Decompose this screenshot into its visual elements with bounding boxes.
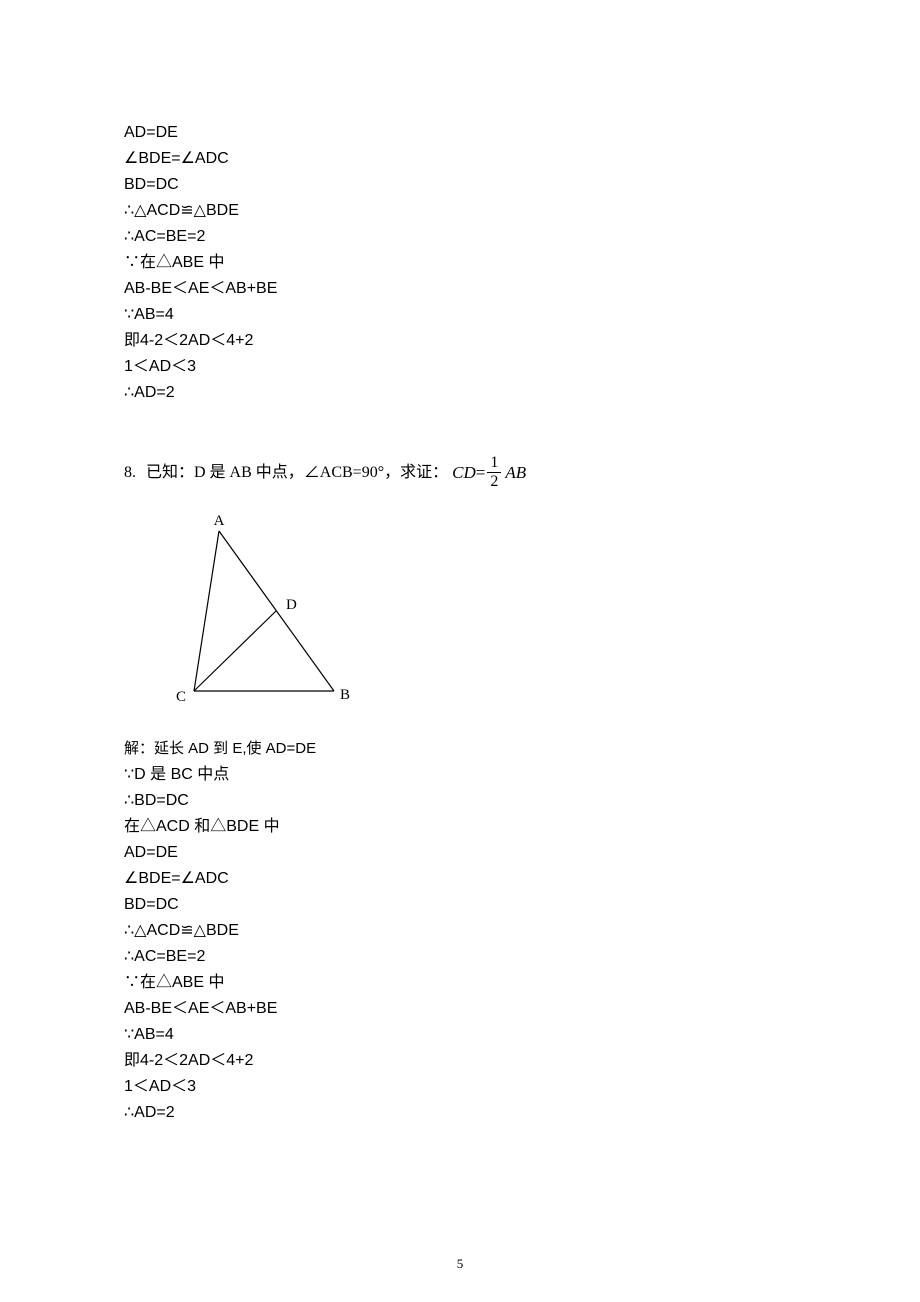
proof-line: AB-BE＜AE＜AB+BE [124, 276, 800, 302]
edge-cd [194, 611, 276, 691]
proof-block-1: AD=DE ∠BDE=∠ADC BD=DC ∴△ACD≌△BDE ∴AC=BE=… [124, 120, 800, 406]
label-c: C [176, 689, 186, 705]
problem-number: 8. [124, 459, 136, 487]
proof-line: AB-BE＜AE＜AB+BE [124, 996, 800, 1022]
proof-line: ∴AD=2 [124, 1100, 800, 1126]
equation-rhs: AB [505, 459, 526, 487]
label-b: B [340, 687, 350, 703]
proof-line: ∠BDE=∠ADC [124, 146, 800, 172]
proof-line: AD=DE [124, 840, 800, 866]
proof-line: ∠BDE=∠ADC [124, 866, 800, 892]
proof-line: AD=DE [124, 120, 800, 146]
triangle-svg: A B C D [164, 511, 364, 711]
page: AD=DE ∠BDE=∠ADC BD=DC ∴△ACD≌△BDE ∴AC=BE=… [0, 0, 920, 1302]
problem-stem: 已知：D 是 AB 中点，∠ACB=90°，求证： [146, 459, 448, 487]
problem-8: 8. 已知：D 是 AB 中点，∠ACB=90°，求证： CD = 1 2 AB [124, 454, 800, 491]
proof-line: ∵D 是 BC 中点 [124, 762, 800, 788]
proof-line: ∵AB=4 [124, 1022, 800, 1048]
proof-line: ∴△ACD≌△BDE [124, 198, 800, 224]
edge-ab [219, 531, 334, 691]
fraction: 1 2 [487, 454, 501, 491]
proof-line: BD=DC [124, 172, 800, 198]
proof-line: BD=DC [124, 892, 800, 918]
fraction-numerator: 1 [487, 454, 501, 473]
proof-line: ∴AD=2 [124, 380, 800, 406]
proof-line: ∵在△ABE 中 [124, 250, 800, 276]
proof-line: 1＜AD＜3 [124, 354, 800, 380]
solution-head: 解：延长 AD 到 E,使 AD=DE [124, 736, 800, 762]
equation-lhs: CD [452, 459, 476, 487]
proof-line: 即4-2＜2AD＜4+2 [124, 328, 800, 354]
proof-line: ∵AB=4 [124, 302, 800, 328]
proof-line: ∵在△ABE 中 [124, 970, 800, 996]
solution-block: 解：延长 AD 到 E,使 AD=DE ∵D 是 BC 中点 ∴BD=DC 在△… [124, 736, 800, 1126]
proof-line: ∴BD=DC [124, 788, 800, 814]
proof-line: ∴AC=BE=2 [124, 944, 800, 970]
edge-ca [194, 531, 219, 691]
label-a: A [214, 513, 225, 529]
label-d: D [286, 597, 297, 613]
proof-line: ∴△ACD≌△BDE [124, 918, 800, 944]
equals-sign: = [476, 459, 486, 487]
proof-line: ∴AC=BE=2 [124, 224, 800, 250]
proof-line: 在△ACD 和△BDE 中 [124, 814, 800, 840]
proof-line: 即4-2＜2AD＜4+2 [124, 1048, 800, 1074]
proof-line: 1＜AD＜3 [124, 1074, 800, 1100]
fraction-denominator: 2 [487, 473, 501, 491]
page-number: 5 [0, 1256, 920, 1272]
triangle-figure: A B C D [164, 511, 800, 716]
